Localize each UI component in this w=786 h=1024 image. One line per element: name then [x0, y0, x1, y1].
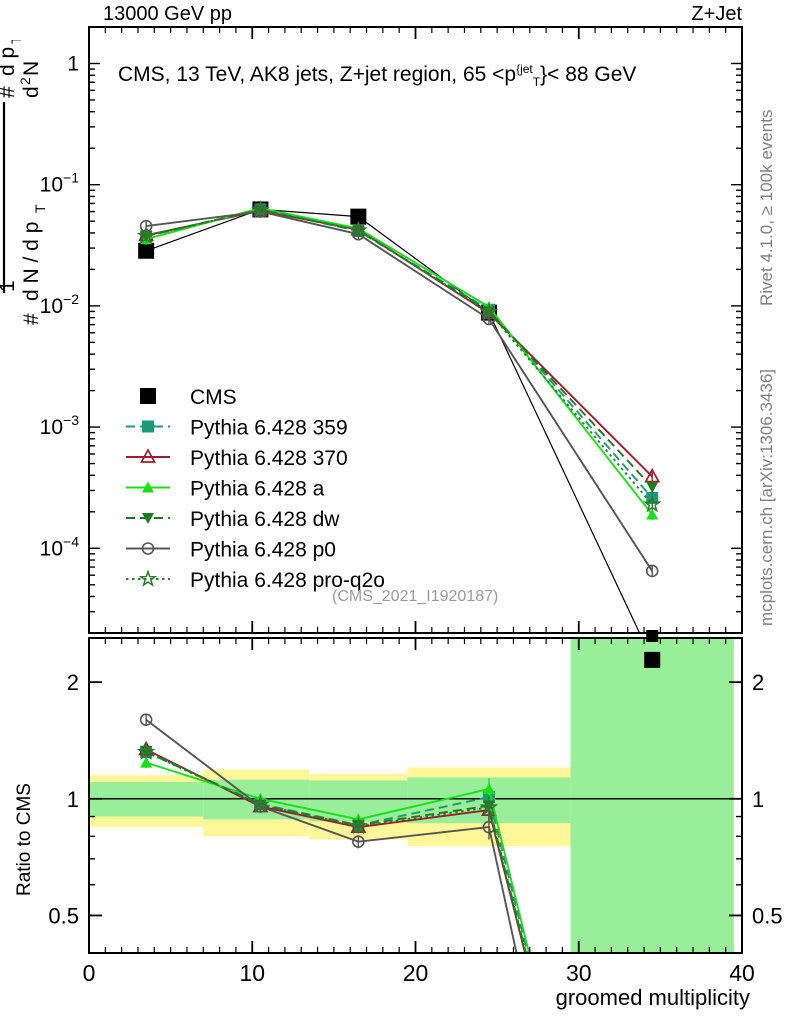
- ylabel-hash1: #: [20, 313, 43, 325]
- marker-circle: [139, 713, 153, 727]
- xtick-label: 10: [239, 960, 265, 986]
- legend-label-4: Pythia 6.428 dw: [190, 508, 340, 531]
- main-title-sub: T: [532, 75, 541, 90]
- marker-star: [136, 742, 156, 761]
- rivet-version-label: Rivet 4.1.0, ≥ 100k events: [748, 40, 782, 310]
- ylabel-hash2: #: [0, 86, 19, 98]
- ylabel-dpt: d p: [0, 47, 19, 76]
- ratio-cms-marker: [646, 630, 659, 642]
- marker-star: [479, 302, 499, 320]
- main-title-text: CMS, 13 TeV, AK8 jets, Z+jet region, 65 …: [118, 63, 517, 86]
- xtick-label: 30: [566, 960, 592, 986]
- marker-star: [349, 220, 368, 239]
- main-title-sup: {jet: [516, 62, 533, 76]
- ylabel-one: 1: [0, 280, 19, 292]
- marker-square: [138, 242, 155, 259]
- ylabel-sub-t1: T: [32, 204, 48, 213]
- marker-triangle-down: [646, 482, 659, 494]
- marker-triangle-up: [142, 481, 154, 493]
- ratio-ytick-label: 1: [67, 787, 79, 812]
- ratio-ytick-label-right: 2: [752, 670, 764, 695]
- main-series-line: [145, 208, 653, 488]
- legend-label-3: Pythia 6.428 a: [190, 478, 325, 501]
- marker-circle: [352, 835, 365, 848]
- ylabel-sub-t2: T: [8, 40, 24, 44]
- main-title: CMS, 13 TeV, AK8 jets, Z+jet region, 65 …: [118, 62, 636, 89]
- ylabel-dn: d N / d p: [20, 222, 43, 301]
- ylabel-n: N: [20, 61, 43, 76]
- marker-square: [142, 420, 154, 433]
- marker-circle: [141, 542, 155, 555]
- marker-triangle-up: [482, 782, 495, 794]
- region-label: Z+Jet: [691, 3, 742, 25]
- ratio-ylabel-text: Ratio to CMS: [14, 783, 35, 896]
- rivet-version-text: Rivet 4.1.0, ≥ 100k events: [757, 110, 776, 306]
- mcplots-link-label: mcplots.cern.ch [arXiv:1306.3436]: [748, 330, 782, 630]
- xtick-label: 20: [403, 960, 429, 986]
- main-ytick-label: 10−4: [40, 533, 80, 560]
- ylabel-d2n: d: [20, 86, 43, 98]
- marker-circle: [645, 564, 659, 578]
- xtick-label: 0: [83, 960, 96, 986]
- legend-label-2: Pythia 6.428 370: [190, 447, 348, 470]
- marker-square: [350, 208, 367, 225]
- marker-triangle-down: [142, 513, 154, 524]
- ratio-ytick-label: 2: [67, 670, 79, 695]
- xtick-label: 40: [729, 960, 755, 986]
- marker-star: [136, 226, 156, 244]
- marker-star: [251, 200, 270, 218]
- ratio-ytick-label-right: 0.5: [752, 903, 783, 928]
- analysis-watermark: (CMS_2021_I1920187): [332, 588, 499, 605]
- marker-star: [251, 795, 270, 813]
- main-ytick-label: 10−3: [40, 412, 80, 439]
- marker-triangle-up: [140, 756, 153, 768]
- marker-triangle-up: [646, 508, 659, 520]
- main-title-tail: }< 88 GeV: [540, 63, 637, 86]
- ratio-ylabel: Ratio to CMS: [8, 700, 38, 900]
- marker-triangle-up: [140, 448, 156, 463]
- legend-label-0: CMS: [190, 386, 237, 409]
- main-panel-frame: [88, 26, 743, 634]
- ratio-uncertainty-band-green: [570, 638, 734, 953]
- marker-star: [138, 569, 158, 587]
- marker-star: [479, 797, 499, 816]
- legend-label-5: Pythia 6.428 p0: [190, 539, 336, 562]
- mcplots-link-text: mcplots.cern.ch [arXiv:1306.3436]: [757, 369, 776, 626]
- legend-label-1: Pythia 6.428 359: [190, 417, 348, 440]
- ratio-ytick-label: 0.5: [48, 903, 79, 928]
- legend-label-6: Pythia 6.428 pro-q2o: [190, 569, 385, 592]
- main-ytick-label: 1: [67, 52, 79, 75]
- ratio-ytick-label-right: 1: [752, 787, 764, 812]
- marker-star: [642, 494, 662, 513]
- marker-square: [644, 651, 661, 668]
- marker-triangle-up: [644, 467, 661, 483]
- beam-energy-label: 13000 GeV pp: [103, 3, 232, 25]
- marker-star: [349, 816, 368, 835]
- ylabel-sup-2: 2: [17, 77, 33, 85]
- marker-square: [140, 388, 156, 404]
- xaxis-label: groomed multiplicity: [555, 985, 750, 1010]
- main-ylabel: # d N / d p T 1 # d p T d λ d 2 N: [0, 40, 56, 325]
